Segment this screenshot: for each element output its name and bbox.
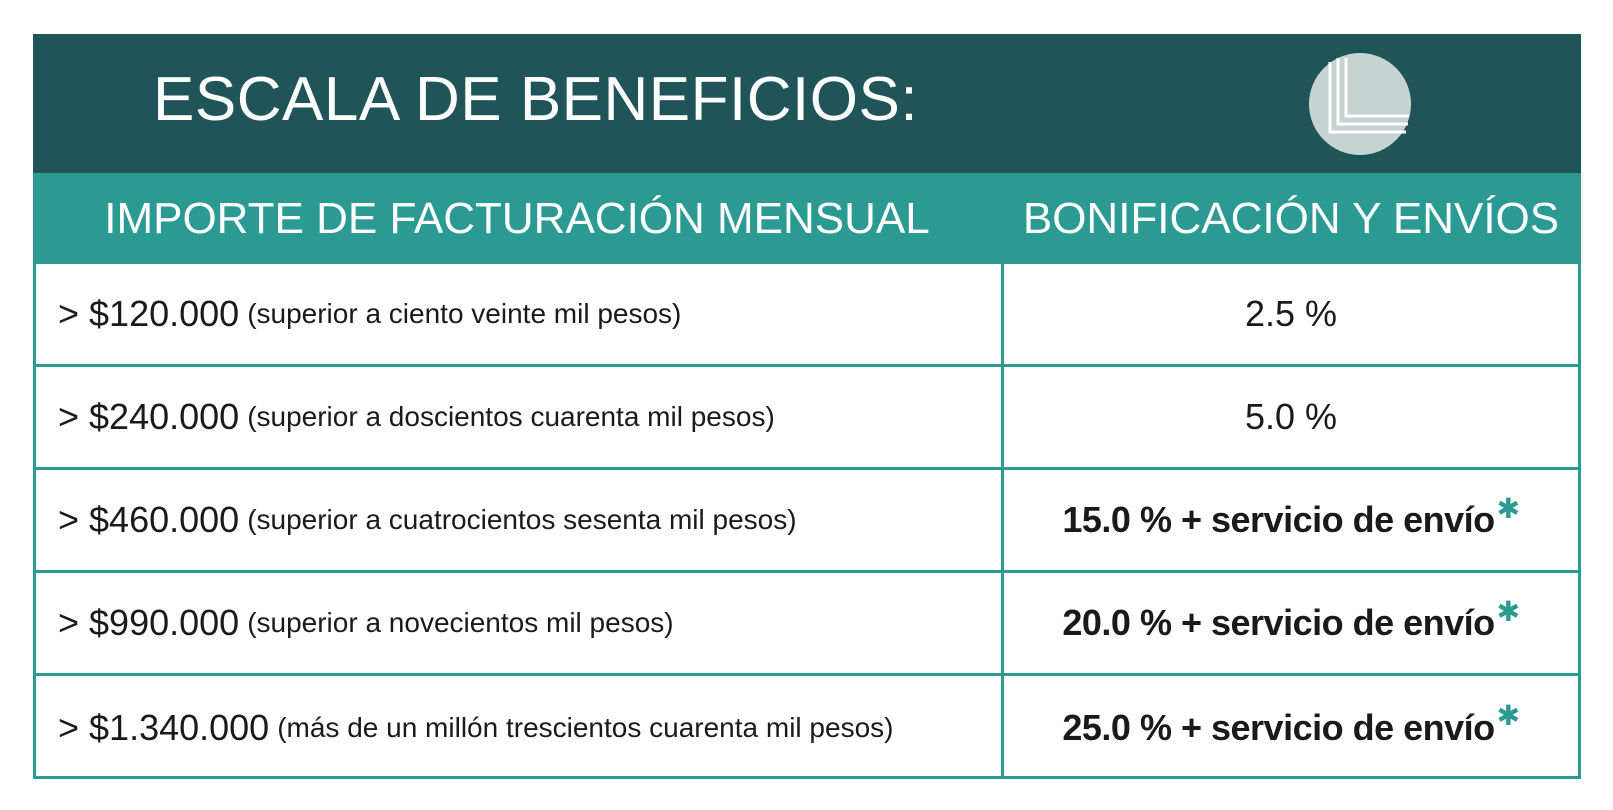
table-header: IMPORTE DE FACTURACIÓN MENSUAL BONIFICAC… — [33, 173, 1581, 264]
benefit-cell: 25.0 % + servicio de envío ✱ — [1004, 676, 1578, 779]
amount: > $990.000 — [58, 602, 240, 643]
amount-description: (superior a ciento veinte mil pesos) — [247, 298, 682, 329]
concentric-l-logo-icon — [1309, 53, 1411, 155]
billing-cell: > $460.000 (superior a cuatrocientos ses… — [58, 470, 797, 570]
billing-cell: > $990.000 (superior a novecientos mil p… — [58, 573, 674, 673]
benefits-table: ESCALA DE BENEFICIOS: IMPORTE DE FACTURA… — [33, 34, 1581, 779]
asterisk-icon: ✱ — [1496, 492, 1520, 524]
amount: > $240.000 — [58, 396, 240, 437]
benefit-cell: 5.0 % — [1004, 367, 1578, 467]
amount-description: (superior a novecientos mil pesos) — [247, 607, 674, 638]
table-row: > $1.340.000 (más de un millón trescient… — [36, 676, 1578, 779]
column-divider — [1001, 264, 1004, 364]
benefit-cell: 15.0 % + servicio de envío ✱ — [1004, 470, 1578, 570]
table-row: > $240.000 (superior a doscientos cuaren… — [36, 367, 1578, 470]
billing-cell: > $240.000 (superior a doscientos cuaren… — [58, 367, 775, 467]
header-monthly-billing: IMPORTE DE FACTURACIÓN MENSUAL — [104, 194, 930, 243]
asterisk-icon: ✱ — [1496, 700, 1520, 731]
asterisk-icon: ✱ — [1496, 595, 1520, 627]
amount-description: (más de un millón trescientos cuarenta m… — [277, 711, 894, 743]
title-bar: ESCALA DE BENEFICIOS: — [33, 34, 1581, 173]
amount: > $460.000 — [58, 499, 240, 540]
amount-description: (superior a doscientos cuarenta mil peso… — [247, 401, 775, 432]
benefit-value: 20.0 % + servicio de envío — [1062, 602, 1495, 643]
column-divider — [1001, 573, 1004, 673]
header-bonus-shipping: BONIFICACIÓN Y ENVÍOS — [1022, 194, 1560, 243]
benefit-value: 5.0 % — [1244, 396, 1338, 437]
amount: > $1.340.000 — [58, 706, 270, 748]
column-divider — [1001, 676, 1004, 779]
benefit-cell: 20.0 % + servicio de envío ✱ — [1004, 573, 1578, 673]
page-title: ESCALA DE BENEFICIOS: — [153, 65, 919, 134]
amount-description: (superior a cuatrocientos sesenta mil pe… — [247, 504, 797, 535]
column-divider — [1001, 367, 1004, 467]
amount: > $120.000 — [58, 293, 240, 334]
table-body: > $120.000 (superior a ciento veinte mil… — [33, 264, 1581, 779]
benefit-cell: 2.5 % — [1004, 264, 1578, 364]
column-divider — [1001, 470, 1004, 570]
billing-cell: > $1.340.000 (más de un millón trescient… — [58, 676, 893, 779]
benefit-value: 2.5 % — [1244, 293, 1338, 334]
benefit-value: 15.0 % + servicio de envío — [1062, 499, 1495, 540]
table-row: > $460.000 (superior a cuatrocientos ses… — [36, 470, 1578, 573]
billing-cell: > $120.000 (superior a ciento veinte mil… — [58, 264, 681, 364]
table-row: > $120.000 (superior a ciento veinte mil… — [36, 264, 1578, 367]
table-row: > $990.000 (superior a novecientos mil p… — [36, 573, 1578, 676]
benefit-value: 25.0 % + servicio de envío — [1062, 706, 1495, 748]
